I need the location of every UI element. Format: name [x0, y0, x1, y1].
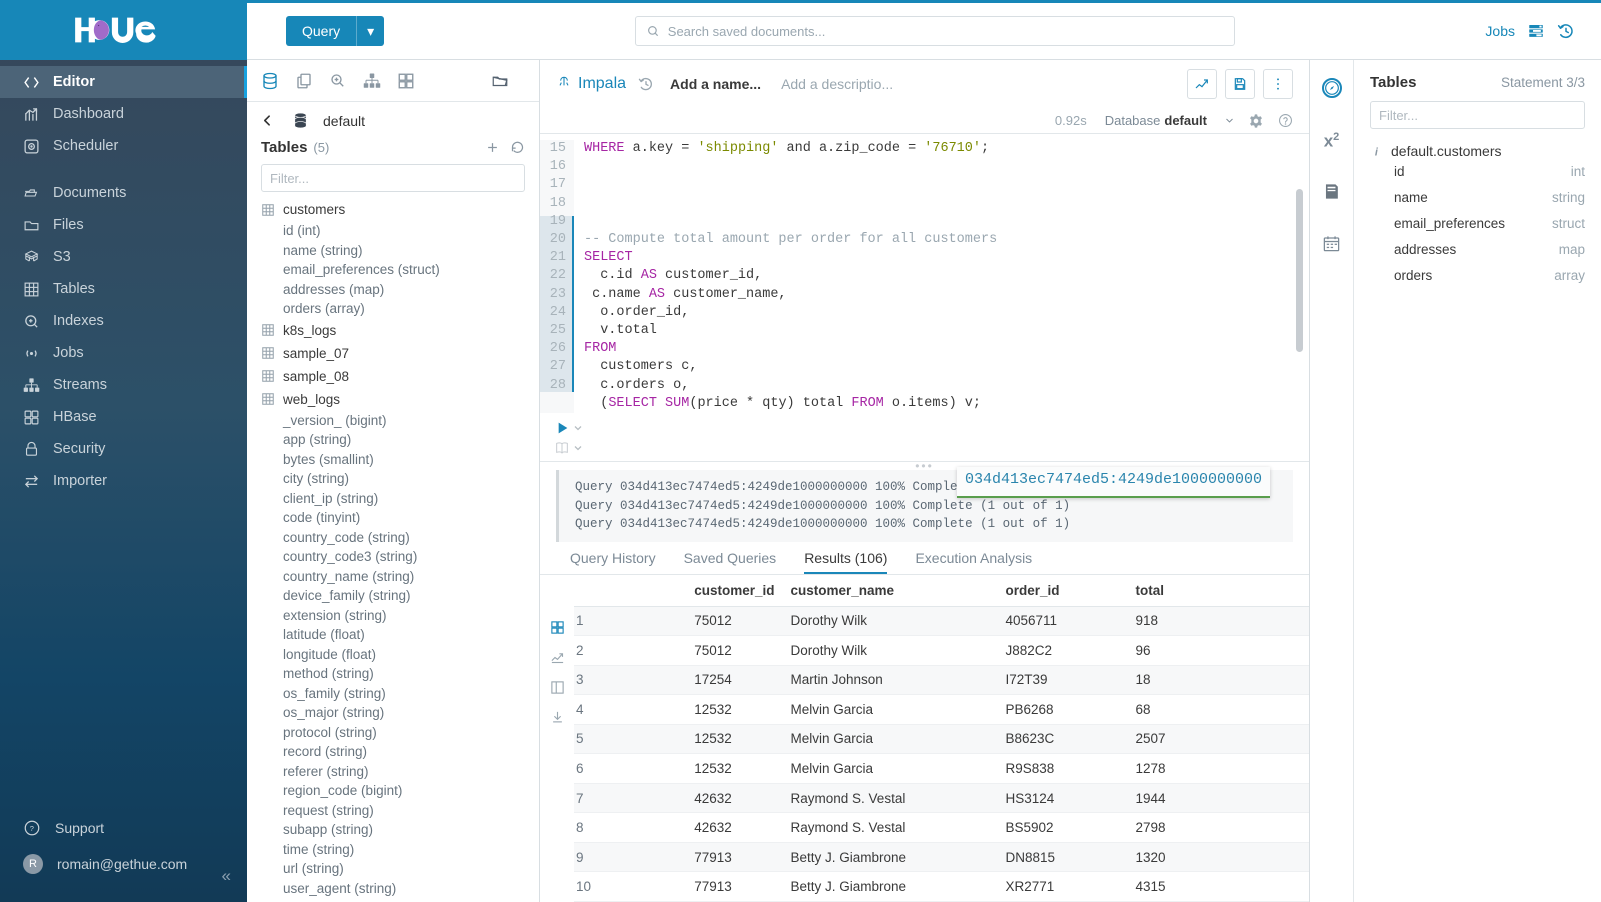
svg-text:?: ? [30, 824, 34, 833]
svg-text:i: i [1375, 146, 1379, 158]
